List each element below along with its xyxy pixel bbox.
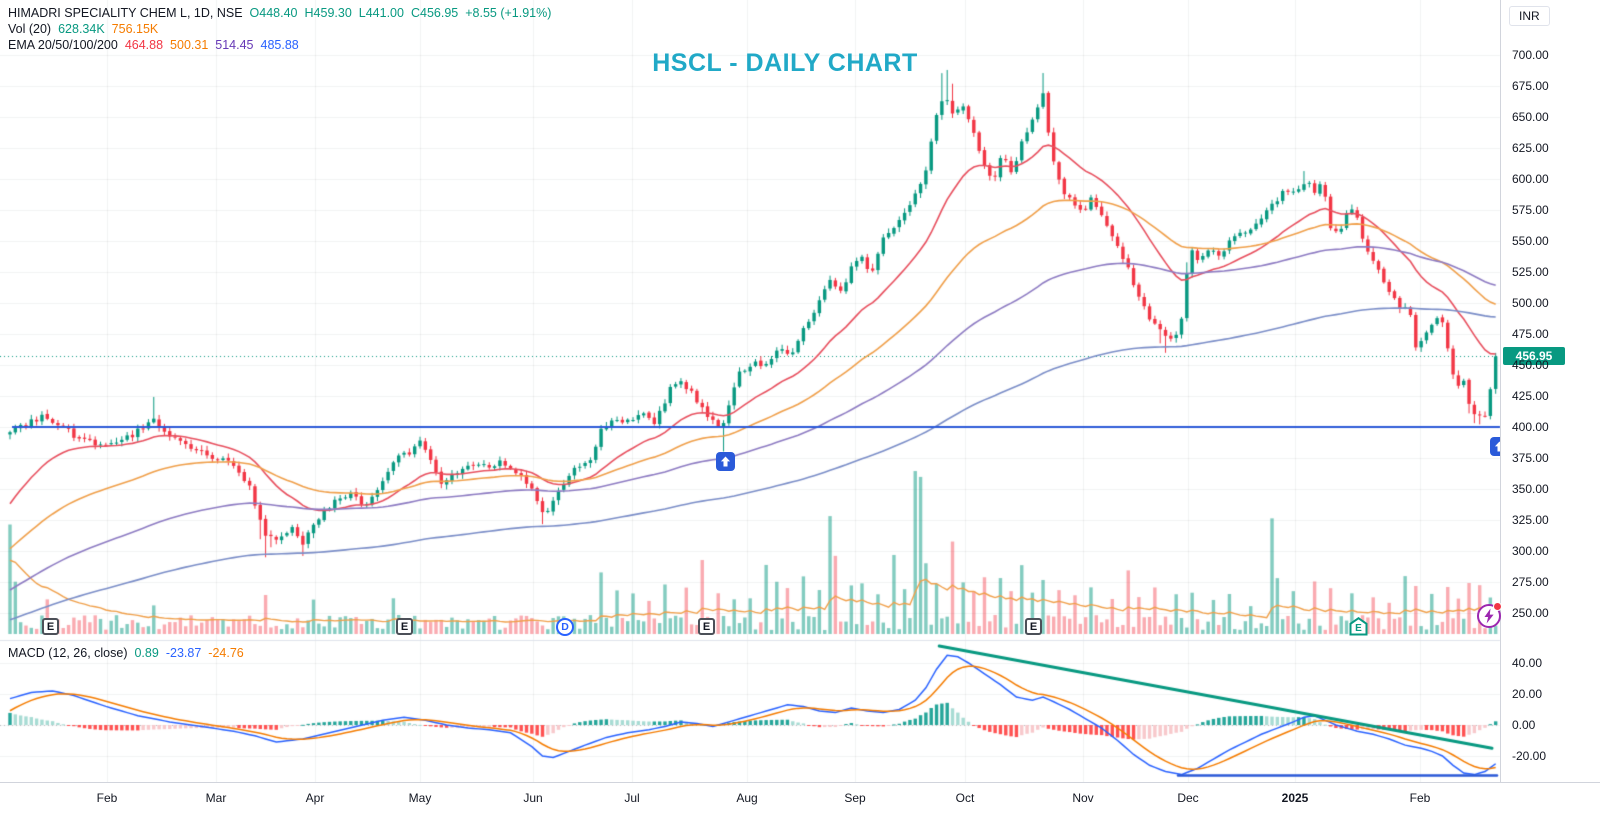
earnings-marker-icon[interactable]: E — [396, 618, 413, 635]
price-tick-label: 425.00 — [1512, 389, 1549, 403]
price-tick-label: 275.00 — [1512, 575, 1549, 589]
upcoming-earnings-marker-icon[interactable]: E — [1349, 617, 1368, 636]
month-label: Mar — [205, 791, 227, 805]
symbol-legend-value-5: +8.55 (+1.91%) — [465, 6, 552, 20]
macd-legend[interactable]: MACD (12, 26, close) 0.89 -23.87 -24.76 — [8, 646, 244, 660]
symbol-legend-value-4: C456.95 — [410, 6, 459, 20]
earnings-marker-icon[interactable]: E — [1025, 618, 1042, 635]
macd-tick-label: 0.00 — [1512, 718, 1536, 732]
month-label: Apr — [305, 791, 325, 805]
chart-title-watermark[interactable]: HSCL - DAILY CHART — [652, 49, 918, 77]
svg-text:E: E — [1355, 623, 1362, 634]
month-label: Feb — [96, 791, 118, 805]
price-tick-label: 450.00 — [1512, 358, 1549, 372]
month-label: Jul — [624, 791, 640, 805]
volume-legend-value-2: 756.15K — [111, 22, 159, 36]
quick-trade-lightning-icon[interactable] — [1476, 602, 1502, 629]
price-tick-label: 325.00 — [1512, 513, 1549, 527]
month-label: Sep — [844, 791, 866, 805]
ema-legend-value-0: EMA 20/50/100/200 — [8, 38, 118, 52]
price-tick-label: 300.00 — [1512, 544, 1549, 558]
dividend-marker-icon[interactable]: D — [556, 618, 574, 636]
macd-tick-label: 40.00 — [1512, 656, 1543, 670]
currency-label[interactable]: INR — [1509, 6, 1550, 26]
price-tick-label: 475.00 — [1512, 327, 1549, 341]
month-label: 2025 — [1281, 791, 1309, 805]
price-tick-label: 700.00 — [1512, 48, 1549, 62]
macd-legend-value-2: -23.87 — [165, 646, 202, 660]
buy-signal-arrow-icon[interactable] — [716, 452, 735, 471]
ema-legend[interactable]: EMA 20/50/100/200 464.88 500.31 514.45 485.8… — [8, 37, 551, 53]
symbol-legend-value-3: L441.00 — [358, 6, 404, 20]
price-tick-label: 675.00 — [1512, 79, 1549, 93]
price-tick-label: 650.00 — [1512, 110, 1549, 124]
earnings-marker-icon[interactable]: E — [42, 618, 59, 635]
symbol-legend[interactable]: HIMADRI SPECIALITY CHEM L, 1D, NSE O448.4… — [8, 5, 551, 21]
ema-legend-value-1: 464.88 — [124, 38, 164, 52]
price-tick-label: 400.00 — [1512, 420, 1549, 434]
macd-legend-value-0: MACD (12, 26, close) — [8, 646, 128, 660]
price-axis[interactable]: INR 456.95 700.00 675.00 650.00 625.00 600.0… — [1500, 0, 1600, 782]
price-tick-label: 375.00 — [1512, 451, 1549, 465]
month-label: May — [408, 791, 432, 805]
price-tick-label: 625.00 — [1512, 141, 1549, 155]
last-price-badge: 456.95 — [1503, 347, 1565, 366]
ema-legend-value-3: 514.45 — [215, 38, 254, 52]
month-label: Feb — [1409, 791, 1431, 805]
volume-legend-value-0: Vol (20) — [8, 22, 52, 36]
month-label: Jun — [523, 791, 543, 805]
macd-tick-label: -20.00 — [1512, 749, 1547, 763]
price-tick-label: 600.00 — [1512, 172, 1549, 186]
macd-legend-value-3: -24.76 — [208, 646, 244, 660]
ema-legend-value-4: 485.88 — [260, 38, 299, 52]
price-tick-label: 250.00 — [1512, 606, 1549, 620]
month-label: Dec — [1177, 791, 1199, 805]
price-tick-label: 500.00 — [1512, 296, 1549, 310]
chart-legend: HIMADRI SPECIALITY CHEM L, 1D, NSE O448.4… — [8, 5, 551, 53]
time-axis[interactable]: Feb Mar Apr May Jun Jul Aug Sep Oct Nov Dec 2025 Feb — [0, 782, 1600, 827]
notification-dot — [1493, 602, 1502, 611]
symbol-legend-value-0: HIMADRI SPECIALITY CHEM L, 1D, NSE — [8, 6, 243, 20]
volume-legend-value-1: 628.34K — [58, 22, 105, 36]
earnings-marker-icon[interactable]: E — [698, 618, 715, 635]
volume-legend[interactable]: Vol (20) 628.34K 756.15K — [8, 21, 551, 37]
month-label: Aug — [736, 791, 758, 805]
month-label: Oct — [955, 791, 975, 805]
ema-legend-value-2: 500.31 — [170, 38, 209, 52]
price-tick-label: 550.00 — [1512, 234, 1549, 248]
price-tick-label: 525.00 — [1512, 265, 1549, 279]
price-tick-label: 350.00 — [1512, 482, 1549, 496]
symbol-legend-value-1: O448.40 — [249, 6, 298, 20]
month-label: Nov — [1072, 791, 1094, 805]
macd-tick-label: 20.00 — [1512, 687, 1543, 701]
macd-legend-value-1: 0.89 — [134, 646, 159, 660]
price-tick-label: 575.00 — [1512, 203, 1549, 217]
symbol-legend-value-2: H459.30 — [304, 6, 352, 20]
